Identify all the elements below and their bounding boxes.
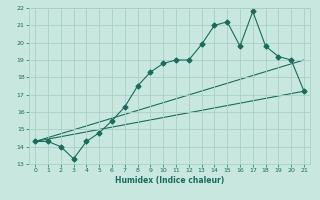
X-axis label: Humidex (Indice chaleur): Humidex (Indice chaleur) — [115, 176, 224, 185]
